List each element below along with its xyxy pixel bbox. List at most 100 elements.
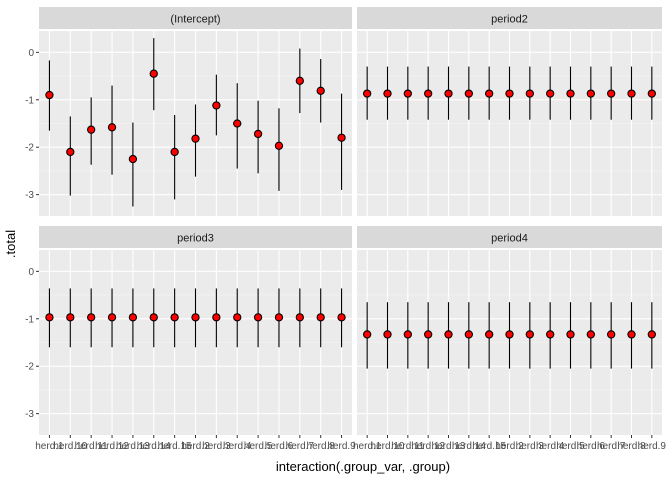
facet-panel: period2	[357, 7, 662, 216]
facet-strip	[39, 7, 352, 29]
estimate-point	[444, 89, 453, 98]
estimate-point	[253, 313, 263, 322]
y-tick-label: -3	[25, 409, 34, 420]
estimate-point	[424, 330, 433, 339]
estimate-point	[363, 330, 372, 339]
estimate-point	[505, 89, 514, 98]
y-tick-label: -1	[25, 95, 34, 106]
x-tick-label: herd.12	[95, 441, 129, 452]
y-tick-label: -1	[25, 314, 34, 325]
y-tick-label: -2	[25, 362, 34, 373]
estimate-point	[485, 330, 494, 339]
x-tick-label: herd.7	[286, 441, 315, 452]
estimate-point	[505, 330, 514, 339]
estimate-point	[274, 313, 284, 322]
estimate-point	[525, 89, 534, 98]
estimate-point	[546, 89, 555, 98]
x-tick-label: herd.10	[53, 441, 87, 452]
x-tick-label: herd.2	[181, 441, 210, 452]
y-tick-label: -2	[25, 143, 34, 154]
y-tick-label: 0	[28, 48, 34, 59]
estimate-point	[546, 330, 555, 339]
x-tick-label: herd.5	[244, 441, 273, 452]
estimate-point	[316, 313, 325, 322]
x-tick-label: herd.4	[536, 441, 565, 452]
x-tick-label: herd.14	[452, 441, 486, 452]
x-tick-label: herd.14	[137, 441, 171, 452]
x-tick-label: herd.11	[391, 441, 425, 452]
estimate-point	[107, 313, 117, 322]
estimate-point	[191, 134, 200, 143]
estimate-point	[316, 86, 325, 95]
estimate-point	[66, 147, 75, 157]
facet-strip	[357, 7, 662, 29]
estimate-point	[525, 330, 534, 339]
x-tick-label: herd.9	[638, 441, 667, 452]
facet-panels: (Intercept) 0 -1 -2 -3 period2 period3 0 -1 -2 -3 h…	[25, 7, 666, 452]
x-tick-label: herd.13	[116, 441, 150, 452]
x-tick-label: herd.4	[223, 441, 252, 452]
x-tick-label: herd.2	[495, 441, 524, 452]
estimate-point	[128, 313, 138, 322]
estimate-point	[607, 89, 616, 98]
facet-strip-label: period3	[177, 233, 214, 245]
y-axis-title: .total	[3, 230, 18, 258]
x-tick-label: herd.6	[577, 441, 606, 452]
y-tick-label: 0	[28, 267, 34, 278]
estimate-point	[233, 119, 242, 128]
estimate-point	[87, 125, 96, 134]
estimate-point	[647, 330, 656, 339]
x-tick-label: herd.15	[472, 441, 506, 452]
estimate-point	[149, 313, 158, 322]
y-tick-label: -3	[25, 190, 34, 201]
x-tick-label: herd.12	[411, 441, 445, 452]
estimate-point	[128, 154, 138, 164]
estimate-point	[383, 330, 392, 339]
estimate-point	[295, 313, 304, 322]
estimate-point	[295, 76, 304, 85]
estimate-point	[383, 89, 392, 98]
estimate-point	[607, 330, 616, 339]
estimate-point	[337, 133, 346, 142]
estimate-point	[464, 89, 473, 98]
estimate-point	[107, 123, 117, 132]
x-tick-label: herd.11	[75, 441, 109, 452]
estimate-point	[212, 101, 221, 110]
estimate-point	[403, 330, 412, 339]
facet-strip-label: period4	[491, 233, 528, 245]
estimate-point	[149, 69, 158, 78]
estimate-point	[212, 313, 221, 322]
facet-strip-label: period2	[491, 14, 528, 26]
x-tick-label: herd.10	[371, 441, 405, 452]
facet-strip	[357, 226, 662, 248]
facet-panel: (Intercept) 0 -1 -2 -3	[25, 7, 352, 216]
estimate-point	[170, 147, 179, 157]
x-tick-label: herd.13	[432, 441, 466, 452]
estimate-point	[337, 313, 346, 322]
estimate-point	[66, 313, 75, 322]
estimate-point	[566, 89, 575, 98]
facet-panel: period4herd.1herd.10herd.11herd.12herd.1…	[353, 226, 666, 452]
estimate-point	[170, 313, 179, 322]
estimate-point	[403, 89, 412, 98]
x-tick-label: herd.8	[617, 441, 646, 452]
estimate-point	[485, 89, 494, 98]
estimate-point	[191, 313, 200, 322]
x-tick-label: herd.15	[158, 441, 192, 452]
estimate-point	[45, 313, 54, 322]
facet-strip	[39, 226, 352, 248]
estimate-point	[87, 313, 96, 322]
x-tick-label: herd.8	[307, 441, 336, 452]
estimate-point	[444, 330, 453, 339]
x-tick-label: herd.7	[597, 441, 626, 452]
facet-strip-label: (Intercept)	[170, 14, 220, 26]
estimate-point	[424, 89, 433, 98]
x-tick-label: herd.5	[556, 441, 585, 452]
estimate-point	[586, 89, 595, 98]
x-tick-label: herd.1	[35, 441, 64, 452]
estimate-point	[647, 89, 656, 98]
x-axis-title: interaction(.group_var, .group)	[276, 459, 450, 474]
estimate-point	[586, 330, 595, 339]
x-tick-label: herd.9	[327, 441, 356, 452]
